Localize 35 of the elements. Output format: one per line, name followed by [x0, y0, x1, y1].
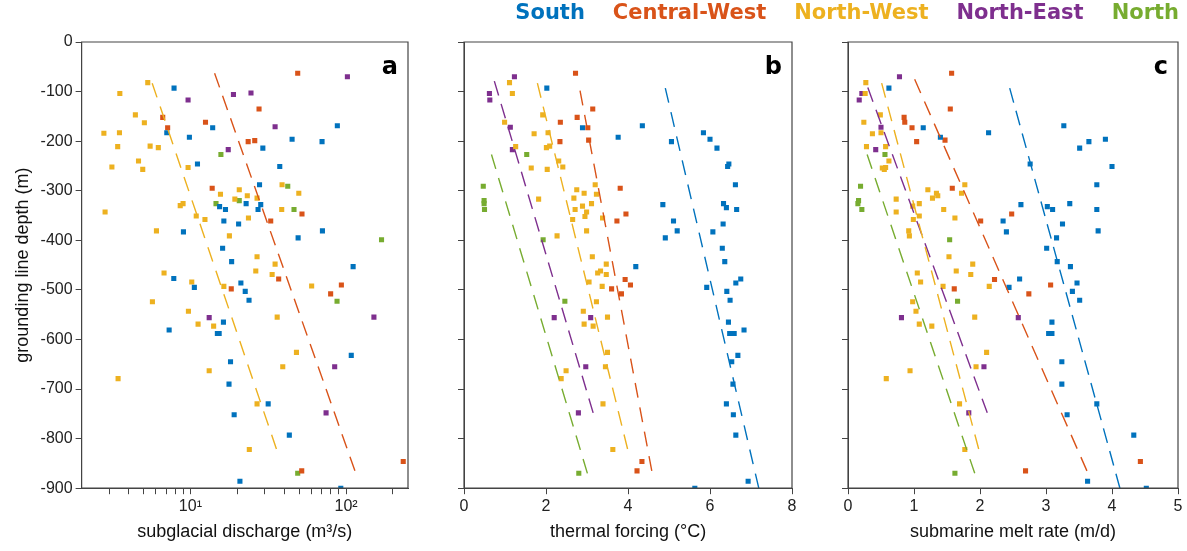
y-tick-label: -300	[40, 181, 73, 199]
text: Central-West	[612, 0, 767, 24]
x-axis-title: subglacial discharge (m³/s)	[137, 521, 353, 542]
x-tick-label: 2	[975, 497, 985, 515]
x-tick-label: 6	[705, 497, 715, 515]
y-tick-label: -800	[40, 429, 73, 447]
x-tick-label: 4	[623, 497, 633, 515]
y-tick-label: -100	[40, 81, 73, 99]
x-tick-label: 5	[1173, 497, 1183, 515]
text: North-East	[956, 0, 1084, 24]
annotation: b	[764, 52, 782, 81]
x-tick-label: 0	[459, 497, 469, 515]
y-tick-label: -500	[40, 280, 73, 298]
text: North-West	[794, 0, 929, 24]
y-tick-label: 0	[63, 32, 73, 50]
text: North	[1111, 0, 1179, 24]
x-tick-label: 4	[1107, 497, 1117, 515]
x-tick-label: 0	[843, 497, 853, 515]
x-tick-label: 10²	[334, 497, 359, 515]
x-axis-title: submarine melt rate (m/d)	[909, 521, 1117, 542]
annotation: a	[381, 52, 398, 81]
annotation: c	[1153, 52, 1168, 81]
x-tick-label: 10¹	[178, 497, 202, 515]
x-tick-label: 2	[541, 497, 551, 515]
x-tick-label: 8	[787, 497, 797, 515]
x-tick-label: 1	[909, 497, 919, 515]
x-axis-title: thermal forcing (°C)	[549, 521, 707, 542]
y-axis-title: grounding line depth (m)	[11, 167, 32, 363]
text: South	[515, 0, 585, 24]
y-tick-label: -700	[40, 379, 73, 397]
y-tick-label: -600	[40, 329, 73, 347]
y-tick-label: -400	[40, 230, 73, 248]
y-tick-label: -900	[40, 478, 73, 496]
x-tick-label: 3	[1041, 497, 1051, 515]
y-tick-label: -200	[40, 131, 73, 149]
